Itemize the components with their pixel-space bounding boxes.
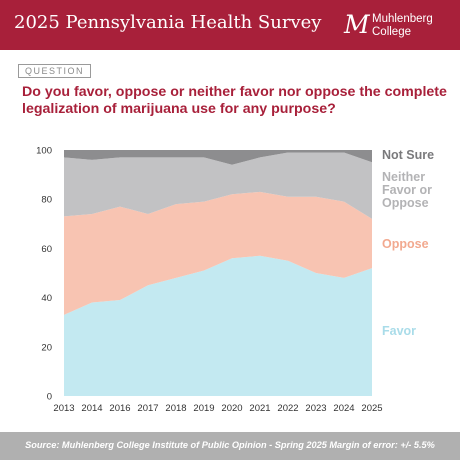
x-tick-label: 2024 bbox=[333, 403, 354, 414]
series-label-favor: Favor bbox=[382, 324, 416, 338]
x-tick-label: 2020 bbox=[221, 403, 242, 414]
y-tick-label: 80 bbox=[41, 195, 52, 206]
logo-text-line1: Muhlenberg bbox=[372, 13, 433, 25]
logo-mark-icon: M bbox=[344, 10, 370, 39]
x-tick-label: 2017 bbox=[137, 403, 158, 414]
y-tick-label: 100 bbox=[36, 146, 52, 157]
source-note: Source: Muhlenberg College Institute of … bbox=[25, 440, 435, 450]
series-label-neither-favor-or-oppose: Neither Favor or Oppose bbox=[382, 170, 432, 210]
area-not-sure bbox=[64, 150, 372, 165]
page-title: 2025 Pennsylvania Health Survey bbox=[14, 12, 322, 33]
muhlenberg-logo: M Muhlenberg College bbox=[344, 10, 454, 42]
x-tick-label: 2025 bbox=[361, 403, 382, 414]
x-tick-label: 2022 bbox=[277, 403, 298, 414]
series-label-oppose: Oppose bbox=[382, 237, 429, 251]
question-tag: QUESTION bbox=[18, 64, 92, 78]
x-tick-label: 2019 bbox=[193, 403, 214, 414]
x-tick-label: 2016 bbox=[109, 403, 130, 414]
footer-bar: Source: Muhlenberg College Institute of … bbox=[0, 432, 460, 460]
area-neither-favor-or-oppose bbox=[64, 152, 372, 219]
logo-text-line2: College bbox=[372, 26, 411, 38]
y-tick-label: 60 bbox=[41, 244, 52, 255]
y-tick-label: 40 bbox=[41, 293, 52, 304]
x-tick-label: 2018 bbox=[165, 403, 186, 414]
area-favor bbox=[64, 255, 372, 396]
x-tick-label: 2023 bbox=[305, 403, 326, 414]
y-tick-label: 0 bbox=[47, 392, 52, 403]
x-tick-label: 2021 bbox=[249, 403, 270, 414]
question-text: Do you favor, oppose or neither favor no… bbox=[22, 84, 447, 117]
series-label-not-sure: Not Sure bbox=[382, 148, 434, 162]
x-tick-label: 2014 bbox=[81, 403, 102, 414]
header-bar: 2025 Pennsylvania Health Survey M Muhlen… bbox=[0, 0, 460, 50]
area-oppose bbox=[64, 191, 372, 315]
x-tick-label: 2013 bbox=[53, 403, 74, 414]
y-tick-label: 20 bbox=[41, 342, 52, 353]
